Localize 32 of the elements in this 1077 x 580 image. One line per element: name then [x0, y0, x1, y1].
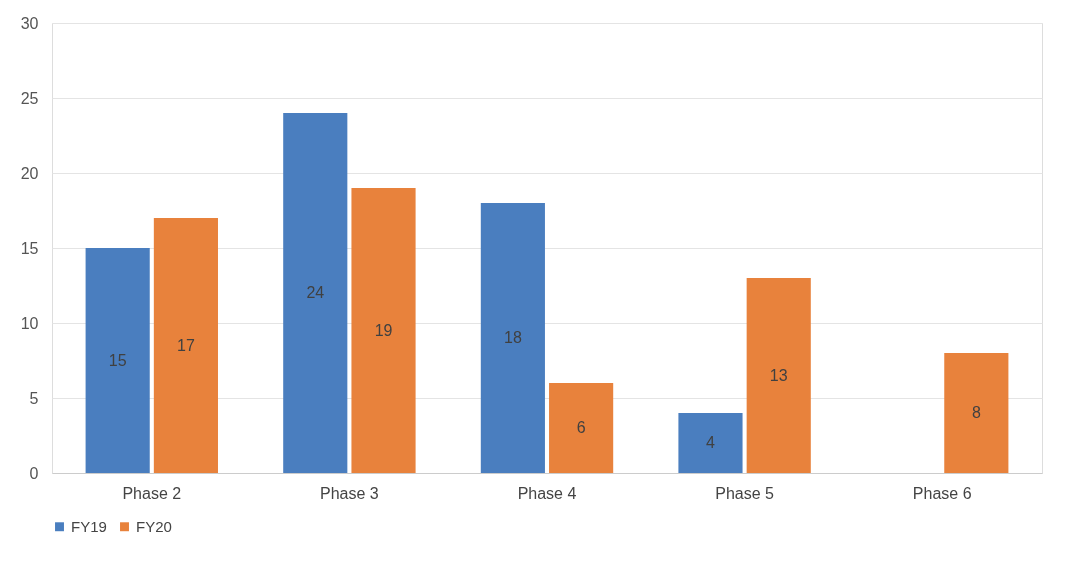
y-tick-label: 30	[20, 14, 39, 32]
y-tick-label: 10	[20, 314, 39, 332]
x-tick-label: Phase 4	[517, 484, 577, 502]
legend-label: FY20	[136, 517, 172, 535]
data-label: 6	[576, 419, 586, 436]
bar	[85, 248, 150, 473]
data-label: 17	[177, 336, 195, 354]
x-tick-label: Phase 3	[320, 484, 379, 502]
bar	[678, 413, 743, 473]
y-tick-label: 15	[20, 239, 39, 257]
data-label: 13	[769, 366, 788, 384]
bar	[549, 383, 614, 473]
bar	[153, 218, 218, 473]
data-label: 4	[706, 434, 716, 451]
data-label: 19	[374, 321, 393, 339]
x-tick-label: Phase 5	[715, 484, 775, 502]
bar	[480, 203, 545, 473]
data-label: 15	[108, 351, 127, 369]
x-tick-label: Phase 2	[122, 484, 182, 502]
y-tick-label: 0	[29, 464, 39, 482]
data-label: 8	[971, 404, 981, 421]
data-label: 24	[306, 284, 325, 301]
bar	[283, 113, 348, 473]
y-tick-label: 25	[20, 89, 39, 107]
bar	[944, 353, 1009, 473]
bar	[746, 278, 811, 473]
legend-label: FY19	[71, 517, 107, 535]
x-tick-label: Phase 6	[912, 484, 972, 502]
y-tick-label: 5	[29, 389, 39, 407]
data-label: 18	[503, 329, 522, 346]
y-tick-label: 20	[20, 164, 39, 182]
bar	[351, 188, 416, 473]
